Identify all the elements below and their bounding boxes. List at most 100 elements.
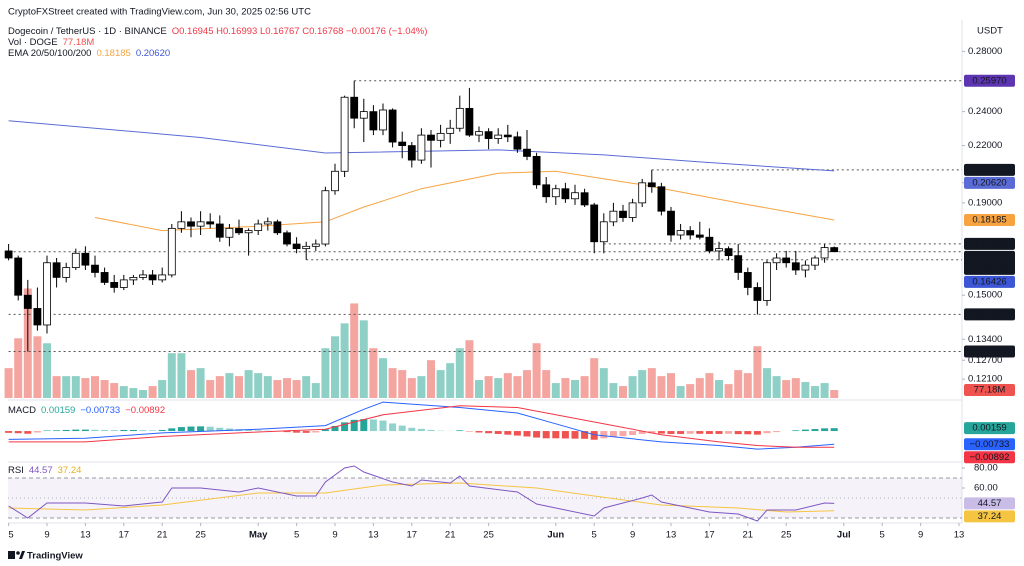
- candle-body: [705, 236, 714, 252]
- price-label: 0.16768: [972, 251, 1006, 262]
- volume-bar: [484, 376, 493, 398]
- volume-bar: [753, 346, 762, 398]
- volume-bar: [4, 368, 13, 398]
- y-axis-unit: USDT: [977, 26, 1003, 37]
- candle-body: [71, 252, 80, 268]
- macd-histogram-bar: [33, 431, 41, 433]
- volume-bar: [177, 353, 186, 398]
- volume-bar: [148, 386, 157, 398]
- macd-histogram-bar: [763, 431, 771, 434]
- candle-body: [33, 308, 42, 326]
- macd-histogram-bar: [638, 431, 646, 434]
- candle-body: [523, 148, 531, 157]
- candle-body: [139, 274, 147, 278]
- candle-body: [379, 109, 387, 131]
- volume-bar: [350, 303, 359, 398]
- price-label: 0.14280: [972, 309, 1006, 320]
- x-tick-label: 25: [195, 530, 206, 541]
- candle-body: [158, 274, 167, 281]
- macd-histogram-bar: [360, 419, 368, 432]
- x-tick-label: 17: [119, 530, 130, 541]
- macd-histogram-bar: [648, 431, 656, 434]
- volume-bar: [628, 376, 637, 398]
- volume-bar: [71, 376, 80, 398]
- macd-histogram-bar: [72, 429, 80, 432]
- x-tick-label: 9: [332, 530, 337, 541]
- macd-title: MACD: [8, 405, 36, 416]
- x-tick-label: 25: [483, 530, 494, 541]
- candle-body: [196, 221, 205, 227]
- volume-bar: [129, 388, 138, 398]
- macd-histogram-bar: [168, 428, 176, 432]
- macd-histogram-bar: [302, 431, 310, 433]
- x-tick-label: 25: [781, 530, 792, 541]
- candle-body: [417, 134, 426, 161]
- volume-name: Vol · DOGE: [8, 37, 58, 48]
- volume-bar: [244, 370, 253, 398]
- ema-value: 0.20620: [136, 48, 170, 59]
- volume-bar: [167, 353, 176, 398]
- y-tick-label: 0.12100: [968, 374, 1002, 385]
- volume-bar: [657, 376, 666, 398]
- x-tick-label: 5: [294, 530, 299, 541]
- volume-bar: [119, 386, 128, 398]
- candle-body: [542, 184, 551, 198]
- volume-bar: [398, 370, 407, 398]
- macd-histogram-bar: [715, 431, 723, 434]
- macd-hist-value: 0.00159: [41, 405, 75, 416]
- volume-bar: [580, 376, 589, 398]
- macd-histogram-bar: [773, 431, 781, 433]
- macd-legend: MACD 0.00159 −0.00733 −0.00892: [8, 405, 165, 416]
- candle-body: [801, 264, 810, 271]
- candle-body: [244, 230, 253, 234]
- volume-bar: [513, 376, 522, 398]
- macd-histogram-bar: [744, 431, 752, 435]
- volume-bar: [551, 383, 560, 398]
- logo-icon: [8, 551, 15, 559]
- y-tick-label: 0.15000: [968, 290, 1002, 301]
- macd-histogram-bar: [379, 420, 387, 432]
- price-label: 0.00159: [972, 423, 1006, 434]
- candle-body: [62, 267, 71, 278]
- volume-bar: [676, 386, 685, 398]
- candle-body: [782, 257, 791, 264]
- candle-body: [407, 145, 416, 161]
- x-tick-label: 21: [445, 530, 456, 541]
- candle-body: [350, 96, 359, 119]
- macd-histogram-bar: [389, 423, 397, 432]
- price-label-box: [964, 438, 1015, 451]
- volume-bar: [388, 368, 397, 398]
- candle-body: [580, 192, 589, 206]
- volume-bar: [52, 376, 61, 398]
- volume-bar: [196, 368, 205, 398]
- volume-bar: [292, 380, 301, 398]
- macd-histogram-bar: [206, 426, 214, 432]
- macd-histogram-bar: [609, 431, 617, 438]
- volume-bar: [667, 373, 675, 398]
- candle-body: [225, 227, 234, 238]
- price-label-box: [964, 345, 1015, 358]
- volume-bar: [686, 384, 695, 398]
- logo-icon: [19, 551, 25, 559]
- candle-body: [455, 107, 464, 129]
- macd-value: −0.00733: [80, 405, 120, 416]
- price-label-box: [964, 237, 1015, 250]
- macd-histogram-bar: [321, 429, 329, 432]
- candle-body: [52, 262, 61, 278]
- candle-body: [398, 141, 407, 147]
- candle-body: [340, 96, 349, 172]
- candle-body: [100, 272, 109, 283]
- volume-bar: [62, 376, 71, 398]
- rsi-line: [8, 465, 835, 522]
- candle-body: [446, 127, 455, 134]
- candle-body: [14, 257, 23, 296]
- logo-text: TradingView: [27, 551, 83, 562]
- volume-bar: [91, 376, 99, 398]
- candle-body: [187, 221, 195, 227]
- macd-histogram-bar: [619, 431, 627, 437]
- candle-body: [686, 230, 695, 236]
- volume-bar: [273, 380, 282, 398]
- macd-histogram-bar: [456, 430, 464, 432]
- volume-bar: [724, 384, 733, 398]
